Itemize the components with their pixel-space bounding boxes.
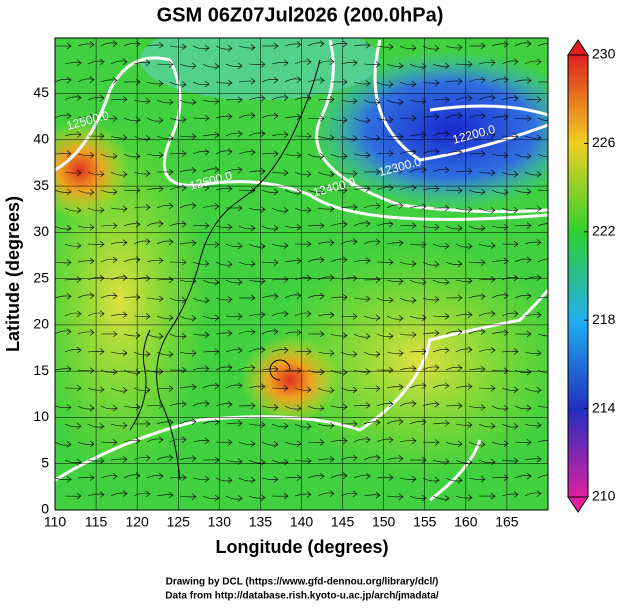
- y-tick-label: 0: [41, 501, 49, 517]
- x-tick-label: 115: [85, 514, 108, 530]
- y-tick-label: 40: [33, 131, 49, 147]
- x-axis-label: Longitude (degrees): [215, 537, 388, 557]
- x-tick-label: 140: [290, 514, 314, 530]
- y-tick-label: 45: [33, 84, 49, 100]
- colorbar-tick-label: 222: [592, 223, 616, 239]
- y-tick-label: 15: [33, 362, 49, 378]
- x-tick-label: 110: [44, 514, 67, 530]
- colorbar-tick-label: 230: [592, 46, 616, 62]
- x-tick-label: 135: [249, 514, 273, 530]
- y-tick-label: 10: [33, 408, 49, 424]
- y-tick-label: 20: [33, 316, 49, 332]
- y-tick-label: 35: [33, 177, 49, 193]
- title: GSM 06Z07Jul2026 (200.0hPa): [157, 4, 444, 26]
- y-tick-label: 30: [33, 223, 49, 239]
- x-tick-label: 160: [454, 514, 478, 530]
- y-axis-label: Latitude (degrees): [3, 196, 23, 352]
- x-tick-label: 145: [331, 514, 355, 530]
- x-tick-label: 130: [208, 514, 232, 530]
- credit: Data from http://database.rish.kyoto-u.a…: [165, 591, 439, 602]
- colorbar-tick-label: 226: [592, 134, 616, 150]
- y-tick-label: 5: [41, 454, 49, 470]
- x-tick-label: 165: [495, 514, 519, 530]
- credit: Drawing by DCL (https://www.gfd-dennou.o…: [166, 577, 439, 588]
- colorbar: [567, 39, 589, 513]
- x-tick-label: 125: [167, 514, 191, 530]
- y-tick-label: 25: [33, 269, 49, 285]
- colorbar-tick-label: 210: [592, 488, 616, 504]
- colorbar-tick-label: 218: [592, 311, 616, 327]
- x-tick-label: 150: [372, 514, 396, 530]
- x-tick-label: 120: [125, 514, 149, 530]
- colorbar-tick-label: 214: [592, 399, 616, 415]
- x-tick-label: 155: [413, 514, 437, 530]
